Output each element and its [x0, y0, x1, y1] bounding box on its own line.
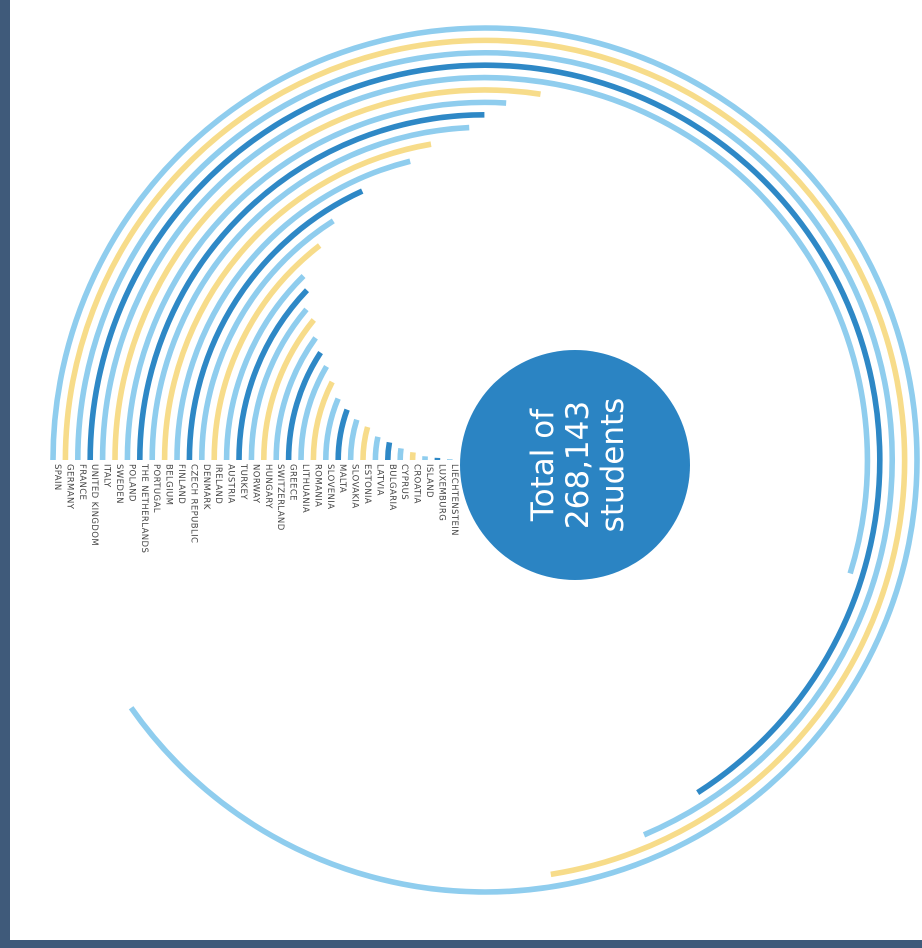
labels-group: SPAIN GERMANY FRANCE UNITED KINGDOM ITALY SWE… [52, 463, 459, 553]
label-luxemburg: LUXEMBURG [436, 464, 446, 521]
label-slovenia: SLOVENIA [325, 464, 335, 509]
label-austria: AUSTRIA [226, 464, 236, 504]
arcs-group [50, 25, 920, 895]
label-the-netherlands: THE NETHERLANDS [139, 463, 149, 553]
arc-malta [335, 408, 350, 461]
label-france: FRANCE [77, 464, 87, 500]
label-united-kingdom: UNITED KINGDOM [89, 464, 99, 546]
center-circle [460, 350, 690, 580]
arc-slovenia [323, 397, 341, 461]
label-liechtenstein: LIECHTENSTEIN [449, 464, 459, 536]
arc-cyprus [397, 448, 404, 461]
label-slovakia: SLOVAKIA [350, 464, 360, 509]
arc-spain [50, 25, 920, 895]
label-estonia: ESTONIA [362, 464, 372, 504]
arc-estonia [360, 426, 371, 461]
label-poland: POLAND [126, 464, 136, 502]
arc-belgium [161, 141, 432, 461]
arc-france [75, 50, 895, 838]
arc-finland [174, 158, 411, 461]
arc-switzerland [273, 336, 318, 461]
label-italy: ITALY [102, 464, 112, 488]
arc-norway [248, 307, 309, 461]
arc-slovakia [347, 418, 360, 461]
label-latvia: LATVIA [374, 464, 384, 496]
label-portugal: PORTUGAL [151, 464, 161, 513]
label-denmark: DENMARK [201, 464, 211, 510]
arc-germany [62, 37, 908, 878]
arc-united-kingdom [87, 62, 883, 795]
arc-the-netherlands [137, 112, 485, 461]
arc-hungary [261, 318, 316, 461]
label-bulgaria: BULGARIA [387, 464, 397, 511]
label-romania: ROMANIA [312, 464, 322, 507]
label-island: ISLAND [424, 464, 434, 498]
arc-czech-republic [186, 188, 364, 461]
label-lithuania: LITHUANIA [300, 464, 310, 513]
label-greece: GREECE [288, 464, 298, 501]
label-croatia: CROATIA [412, 464, 422, 504]
arc-romania [310, 380, 335, 461]
arc-italy [99, 74, 871, 575]
label-cyprus: CYPRUS [399, 464, 409, 500]
arc-greece [285, 351, 323, 461]
label-belgium: BELGIUM [164, 464, 174, 505]
arc-denmark [199, 218, 335, 461]
label-hungary: HUNGARY [263, 464, 273, 509]
center-label-line-3: students [595, 398, 631, 533]
arc-ireland [211, 243, 322, 461]
center-label-line-1: Total of [525, 408, 561, 522]
arc-lithuania [298, 365, 329, 461]
arc-turkey [236, 288, 310, 461]
center-label-group: Total of 268,143 students [525, 398, 631, 533]
radial-bar-chart: SPAIN GERMANY FRANCE UNITED KINGDOM ITALY SWE… [50, 25, 920, 895]
label-malta: MALTA [337, 464, 347, 493]
label-spain: SPAIN [52, 464, 62, 491]
arc-austria [223, 274, 306, 461]
label-switzerland: SWITZERLAND [275, 464, 285, 531]
arc-latvia [372, 436, 381, 461]
arc-portugal [149, 124, 470, 461]
arc-bulgaria [385, 441, 393, 461]
arc-sweden [112, 87, 541, 461]
label-ireland: IRELAND [213, 464, 223, 504]
label-czech-republic: CZECH REPUBLIC [188, 464, 198, 543]
center-label-line-2: 268,143 [560, 401, 596, 529]
label-sweden: SWEDEN [114, 464, 124, 504]
arc-poland [124, 99, 507, 461]
chart-frame: SPAIN GERMANY FRANCE UNITED KINGDOM ITALY SWE… [10, 0, 922, 940]
label-finland: FINLAND [176, 464, 186, 504]
label-germany: GERMANY [64, 464, 74, 510]
label-turkey: TURKEY [238, 463, 248, 500]
label-norway: NORWAY [250, 464, 260, 504]
